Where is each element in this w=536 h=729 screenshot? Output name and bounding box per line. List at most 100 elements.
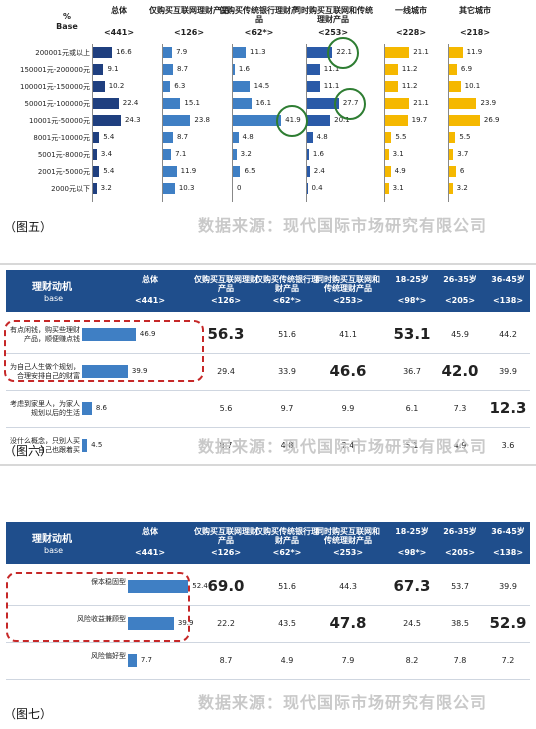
col-title: 总体 [142,527,158,536]
fig5-bar-label: 23.9 [480,99,497,107]
row-label: 为自己人生做个规划，合理安排自己的财富 [10,362,80,380]
highlight-circle [333,88,366,120]
fig5-bar [93,132,100,143]
row-bar-label: 52.4 [192,581,208,590]
fig5-bar-label: 10.3 [178,184,195,192]
fig5-bar-label: 10.2 [108,82,125,90]
fig5-bar [233,81,250,92]
col-base: <253> [332,548,364,557]
table-cell: 69.0 [207,576,245,595]
fig5-bar [385,183,389,194]
fig5-bar-label: 21.1 [413,99,429,107]
fig5-bar-label: 4.8 [316,133,328,141]
table-cell: 7.9 [341,655,355,665]
table-cell: 8.2 [405,655,419,665]
col-title: 同时购买互联网和传统理财产品 [316,527,380,545]
fig5-bar-label: 3.2 [100,184,112,192]
table-cell: 3.6 [501,440,515,450]
corner-pct: % [62,12,71,21]
fig5-col-title: 一线城市 [395,6,427,15]
fig5-row-label: 5001元-8000元 [37,151,90,159]
fig5-bar-label: 3.4 [100,150,113,158]
table-cell: 39.9 [499,366,517,376]
fig5-bar [163,115,191,126]
fig5-col-base: <253> [317,28,349,37]
table-cell: 39.9 [499,581,517,591]
fig5-bar [233,166,241,177]
fig5-bar-label: 24.3 [124,116,141,124]
row-bar-label: 7.7 [140,655,152,664]
col-title: 26-35岁 [443,275,477,284]
row-bar [128,653,137,667]
frame-border [0,464,536,466]
row-separator [6,353,530,354]
col-base: <441> [134,296,166,305]
fig5-bar-label: 3.1 [392,184,404,192]
col-title: 仅购买互联网理财产品 [194,275,258,293]
fig5-bar [307,115,331,126]
table-cell: 67.3 [393,576,431,595]
fig5-bar [233,115,282,126]
fig5-bar-label: 6.9 [460,65,473,73]
fig5-col-base: <441> [103,28,135,37]
header-title: 理财动机 [32,534,72,545]
fig5-bar [163,183,175,194]
table-cell: 51.6 [278,581,296,591]
fig5-col-title: 其它城市 [459,6,491,15]
fig5-bar-label: 5.4 [103,133,115,141]
fig5-bar-label: 11.9 [466,48,483,56]
fig5-bar-label: 5.5 [395,133,407,141]
fig5-bar-label: 10.1 [464,82,481,90]
col-title: 仅购买传统银行理财产品 [255,527,319,545]
fig5-bar [449,47,463,58]
table-cell: 4.9 [453,440,467,450]
fig5-bar-label: 11.1 [323,65,340,73]
col-title: 18-25岁 [395,275,429,284]
fig5-bar-label: 11.2 [401,65,418,73]
fig5-bar-label: 16.1 [255,99,272,107]
row-separator [6,427,530,428]
figure-7-source: 数据来源：现代国际市场研究有限公司 [198,693,488,712]
row-bar-label: 46.9 [139,329,156,338]
fig5-col-base: <126> [173,28,205,37]
fig5-bar-label: 15.1 [184,99,200,107]
fig5-bar [449,98,477,109]
fig5-bar-label: 6 [459,167,465,175]
figure-5: % Base 总体 <441> 仅购买互联网理财产品 <126> 仅购买传统银行理财产品 <6… [0,0,536,262]
fig5-row-label: 8001元-10000元 [33,134,90,142]
row-label: 风险偏好型 [91,651,126,660]
col-title: 仅购买传统银行理财产品 [255,275,319,293]
table-cell: 8.7 [219,440,233,450]
table-cell: 9.7 [280,403,294,413]
table-cell: 6.1 [405,403,419,413]
fig5-row-label: 200001元或以上 [35,49,90,57]
fig5-col-title: 总体 [111,6,127,15]
table-cell: 22.2 [217,618,235,628]
col-base: <62*> [272,296,302,305]
col-base: <126> [210,548,242,557]
col-base: <441> [134,548,166,557]
fig5-bar-label: 6.3 [174,82,186,90]
table-cell: 12.3 [489,398,527,417]
row-bar-label: 4.5 [91,440,103,449]
fig5-bar-label: 14.5 [253,82,270,90]
fig5-col-base: <218> [459,28,491,37]
table-cell: 36.7 [403,366,421,376]
fig5-bar [385,47,410,58]
fig5-bar [449,183,453,194]
fig5-bar [385,81,398,92]
table-cell: 38.5 [451,618,469,628]
row-bar-label: 8.6 [95,403,108,412]
figure-6-caption: （图六） [4,444,53,458]
table-cell: 46.6 [329,361,367,380]
table-cell: 5.6 [219,403,233,413]
col-title: 36-45岁 [491,275,525,284]
fig5-bar [307,132,313,143]
fig5-bar [307,47,333,58]
table-cell: 56.3 [207,324,245,343]
figure-7: 理财动机 base 总体 <441> 仅购买互联网理财产品 <126> 仅购买传统银行理财产… [0,522,536,682]
fig5-col-axis [232,44,233,202]
fig5-row-label: 10001元-50000元 [28,117,90,125]
fig5-bar [93,64,104,75]
table-cell: 7.8 [453,655,467,665]
